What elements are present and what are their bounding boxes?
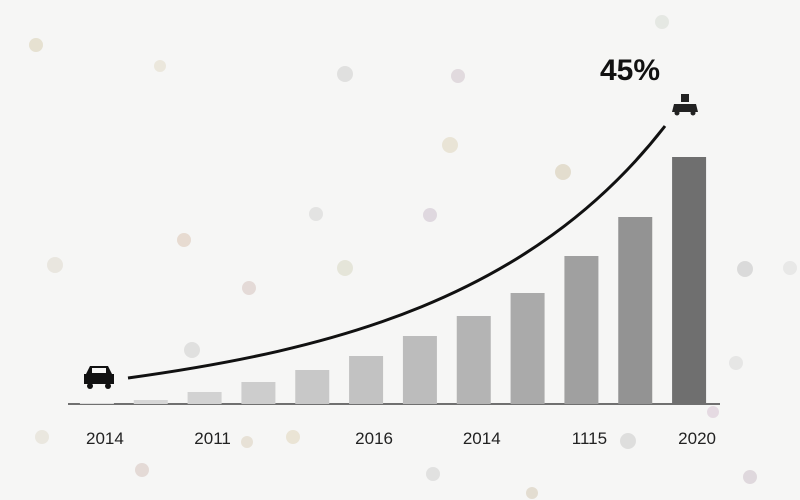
x-tick-label: 2014 [86,429,124,448]
bar [295,370,330,404]
x-tick-label: 2016 [355,429,393,448]
confetti [29,15,797,499]
bar [241,382,276,404]
bar [618,217,653,404]
x-tick-label: 2014 [463,429,501,448]
bar [402,336,437,404]
x-tick-label: 1115 [572,429,607,448]
annotation: 45% [600,54,660,87]
bar [510,293,545,404]
bar [456,316,491,404]
x-tick-label: 2020 [678,429,716,448]
car-icon [84,366,114,389]
bar [672,157,707,404]
car-icon-top [672,94,698,116]
x-tick-label: 2011 [194,429,231,448]
bar [133,400,168,404]
bar [349,356,384,404]
trend-curve [127,125,667,380]
bar [187,392,222,404]
bar [564,256,599,404]
bar [79,403,114,404]
